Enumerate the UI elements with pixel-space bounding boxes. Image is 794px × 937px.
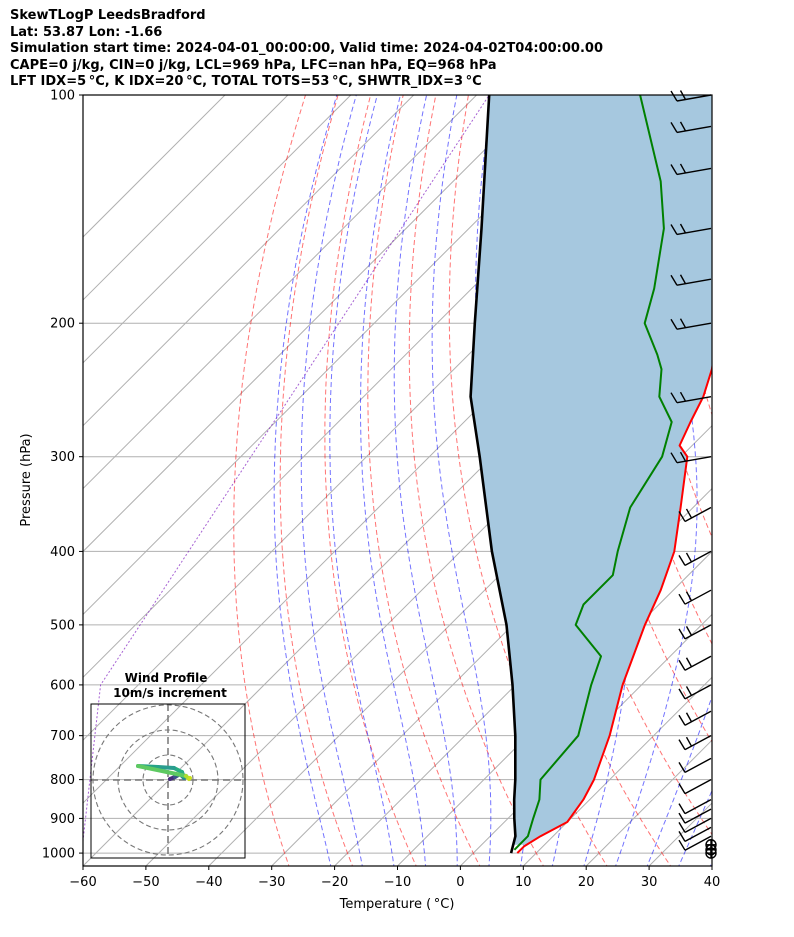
x-tick-label: −40 <box>195 875 222 890</box>
dry-adiabat-line <box>279 95 354 866</box>
x-tick-label: 40 <box>704 875 721 890</box>
y-tick-label: 300 <box>50 450 75 465</box>
wind-barb <box>670 223 712 236</box>
wind-barb <box>670 121 712 134</box>
wind-barb <box>670 163 712 176</box>
wind-barb <box>678 684 712 700</box>
moist-adiabat-line <box>273 95 338 866</box>
wind-barb <box>678 817 712 834</box>
x-tick-label: 0 <box>456 875 464 890</box>
wind-barb <box>678 808 712 824</box>
y-tick-label: 100 <box>50 89 75 104</box>
dry-adiabat-line <box>233 95 306 866</box>
wind-barb <box>678 779 712 795</box>
wind-barb <box>678 655 712 671</box>
stability-indices: LFT IDX=5 °C, K IDX=20 °C, TOTAL TOTS=53… <box>10 74 482 89</box>
wind-barb <box>678 835 712 851</box>
axes: −60 −50 −40 −30 −20 −10 0 10 20 30 40 100 200 300 400 5… <box>42 89 720 891</box>
dry-adiabat-line <box>324 95 417 866</box>
dewpoint-profile-line <box>513 95 673 851</box>
wind-barb <box>678 735 712 751</box>
wind-barb <box>670 391 712 404</box>
y-tick-label: 900 <box>50 812 75 827</box>
wind-barb <box>678 826 712 843</box>
y-tick-label: 800 <box>50 773 75 788</box>
simulation-times: Simulation start time: 2024-04-01_00:00:… <box>10 41 603 56</box>
temperature-profile-line <box>516 362 712 854</box>
hodograph-trace-segment <box>187 776 192 781</box>
isotherm-line <box>522 676 712 866</box>
isotherm-line <box>83 95 477 490</box>
wind-barb <box>678 624 712 640</box>
isotherm-line <box>334 487 712 866</box>
y-tick-label: 400 <box>50 545 75 560</box>
x-tick-label: −10 <box>384 875 411 890</box>
hodograph: Wind Profile 10m/s increment <box>90 671 246 859</box>
moist-adiabat-line <box>393 95 458 866</box>
station-coordinates: Lat: 53.87 Lon: -1.66 <box>10 24 163 40</box>
isotherm-line <box>83 95 289 301</box>
moist-adiabat-line <box>431 95 492 866</box>
plot-area <box>83 95 794 869</box>
wind-barb <box>678 757 712 773</box>
x-tick-label: 30 <box>641 875 658 890</box>
x-axis-label: Temperature ( °C) <box>339 897 455 912</box>
hodograph-trace-segment <box>156 765 176 770</box>
dry-adiabat-line <box>663 95 712 417</box>
wind-barb <box>678 710 712 726</box>
hodograph-trace-segment <box>136 764 188 778</box>
y-tick-label: 200 <box>50 317 75 332</box>
wind-barb <box>705 839 717 851</box>
moist-adiabat-line <box>678 789 712 866</box>
y-tick-label: 1000 <box>42 847 75 862</box>
wind-barb <box>670 451 712 464</box>
moist-adiabat-line <box>709 861 712 866</box>
wind-barb <box>670 90 712 102</box>
wind-barb <box>678 506 712 523</box>
wind-barb <box>670 274 712 286</box>
hodograph-title: Wind Profile <box>125 671 208 685</box>
isotherm-line <box>83 95 603 616</box>
isotherm-line <box>83 236 712 866</box>
wind-barb <box>678 589 712 605</box>
y-tick-label: 500 <box>50 618 75 633</box>
parcel-profile-line <box>469 95 517 854</box>
wind-barb <box>678 550 712 567</box>
dry-adiabat-line <box>729 95 794 869</box>
x-tick-label: −50 <box>132 875 159 890</box>
stable-area-shading <box>470 95 712 845</box>
x-tick-label: 20 <box>578 875 595 890</box>
isotherm-line <box>711 865 712 866</box>
cape-cin-levels: CAPE=0 j/kg, CIN=0 j/kg, LCL=969 hPa, LF… <box>10 57 497 73</box>
station-title: SkewTLogP LeedsBradford <box>10 8 206 23</box>
wind-barb <box>678 798 712 815</box>
chart-title-block: SkewTLogP LeedsBradford Lat: 53.87 Lon: … <box>10 8 603 91</box>
moist-adiabat-line <box>300 95 363 866</box>
x-tick-label: 10 <box>515 875 532 890</box>
moist-adiabat-line <box>360 95 427 866</box>
x-tick-label: −30 <box>258 875 285 890</box>
dry-adiabat-line <box>762 95 794 869</box>
isotherm-line <box>83 95 415 427</box>
hodograph-subtitle: 10m/s increment <box>113 686 227 700</box>
x-tick-label: −60 <box>69 875 96 890</box>
isotherm-line <box>83 95 352 364</box>
moist-adiabat-line <box>329 95 395 866</box>
y-axis-label: Pressure (hPa) <box>19 433 34 526</box>
x-tick-label: −20 <box>321 875 348 890</box>
isotherm-line <box>83 95 540 553</box>
dry-adiabat-line <box>448 95 608 866</box>
mixing-ratio-line <box>83 95 490 846</box>
isotherm-line <box>83 95 226 238</box>
isotherm-line <box>775 95 794 866</box>
moist-adiabat-line <box>646 695 712 866</box>
y-tick-label: 700 <box>50 729 75 744</box>
wind-barbs <box>670 90 717 859</box>
wind-barb <box>670 318 712 330</box>
dry-adiabat-line <box>367 95 481 866</box>
y-tick-label: 600 <box>50 678 75 693</box>
